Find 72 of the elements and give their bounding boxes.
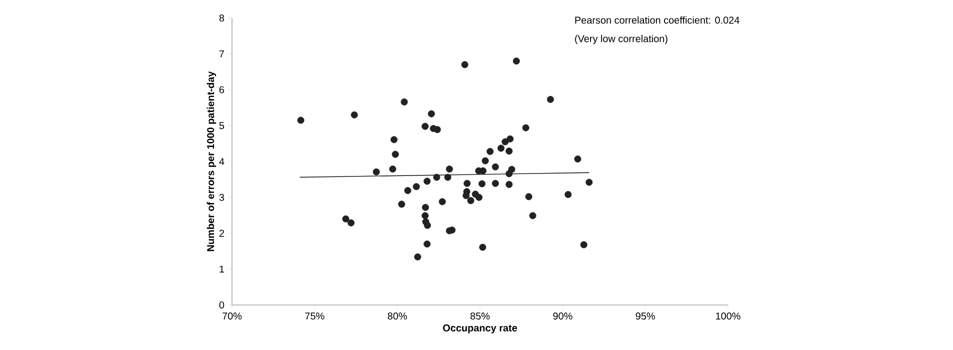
point xyxy=(433,174,440,181)
point xyxy=(350,111,358,118)
y-tick-label: 1 xyxy=(220,266,224,273)
point xyxy=(486,148,494,155)
point xyxy=(422,122,429,130)
point xyxy=(448,226,456,234)
point xyxy=(580,241,588,248)
point xyxy=(479,244,486,251)
point xyxy=(574,155,582,162)
x-tick-label: 70% xyxy=(222,312,242,320)
annotation: Pearson correlation coefficient: 0.024 xyxy=(575,16,740,24)
point xyxy=(506,148,513,155)
point xyxy=(348,219,355,226)
x-tick-label: 100% xyxy=(716,312,740,320)
point xyxy=(464,180,471,187)
point xyxy=(422,212,429,220)
point xyxy=(422,204,429,211)
point xyxy=(522,124,530,132)
point xyxy=(564,191,572,198)
point xyxy=(506,180,513,188)
y-tick-label: 7 xyxy=(219,50,224,58)
x-tick-label: 80% xyxy=(388,312,407,320)
point xyxy=(342,215,350,222)
point xyxy=(586,178,593,186)
point xyxy=(428,110,435,118)
point xyxy=(424,178,431,185)
point xyxy=(390,136,398,144)
point xyxy=(506,170,513,178)
point xyxy=(529,212,536,220)
point xyxy=(498,144,505,152)
point xyxy=(478,180,486,188)
point xyxy=(389,166,396,173)
point xyxy=(476,194,483,201)
y-tick-label: 4 xyxy=(219,158,224,165)
point xyxy=(424,240,431,248)
point xyxy=(412,183,420,190)
point xyxy=(506,135,514,142)
point xyxy=(482,157,489,164)
y-tick-label: 3 xyxy=(219,194,224,201)
point xyxy=(467,197,474,204)
y-tick-label: 0 xyxy=(219,301,224,309)
point xyxy=(398,200,406,208)
point xyxy=(446,166,453,173)
x-tick-label: 95% xyxy=(636,312,655,320)
point xyxy=(400,98,408,106)
x-axis-title: Occupancy rate xyxy=(443,324,518,334)
y-tick-label: 8 xyxy=(219,14,224,22)
y-tick-label: 2 xyxy=(219,230,224,237)
point xyxy=(546,96,554,103)
point xyxy=(444,174,452,181)
point xyxy=(424,222,431,229)
point xyxy=(392,150,399,158)
x-tick-label: 90% xyxy=(553,312,572,320)
point xyxy=(438,198,446,206)
y-tick-label: 6 xyxy=(219,86,224,94)
point xyxy=(297,116,304,124)
y-tick-label: 5 xyxy=(219,122,224,130)
point xyxy=(372,168,380,176)
point xyxy=(462,192,470,200)
point xyxy=(492,180,499,187)
point xyxy=(525,193,532,200)
y-axis-title: Number of errors per 1000 patient-day xyxy=(206,71,216,252)
point xyxy=(461,61,468,68)
annotation: (Very low correlation) xyxy=(575,34,668,44)
point xyxy=(404,187,412,194)
point xyxy=(434,126,441,134)
point xyxy=(512,58,520,65)
x-tick-label: 75% xyxy=(305,312,324,320)
point xyxy=(492,163,499,170)
point xyxy=(502,138,509,146)
point xyxy=(414,253,422,260)
x-tick-label: 85% xyxy=(470,312,490,320)
